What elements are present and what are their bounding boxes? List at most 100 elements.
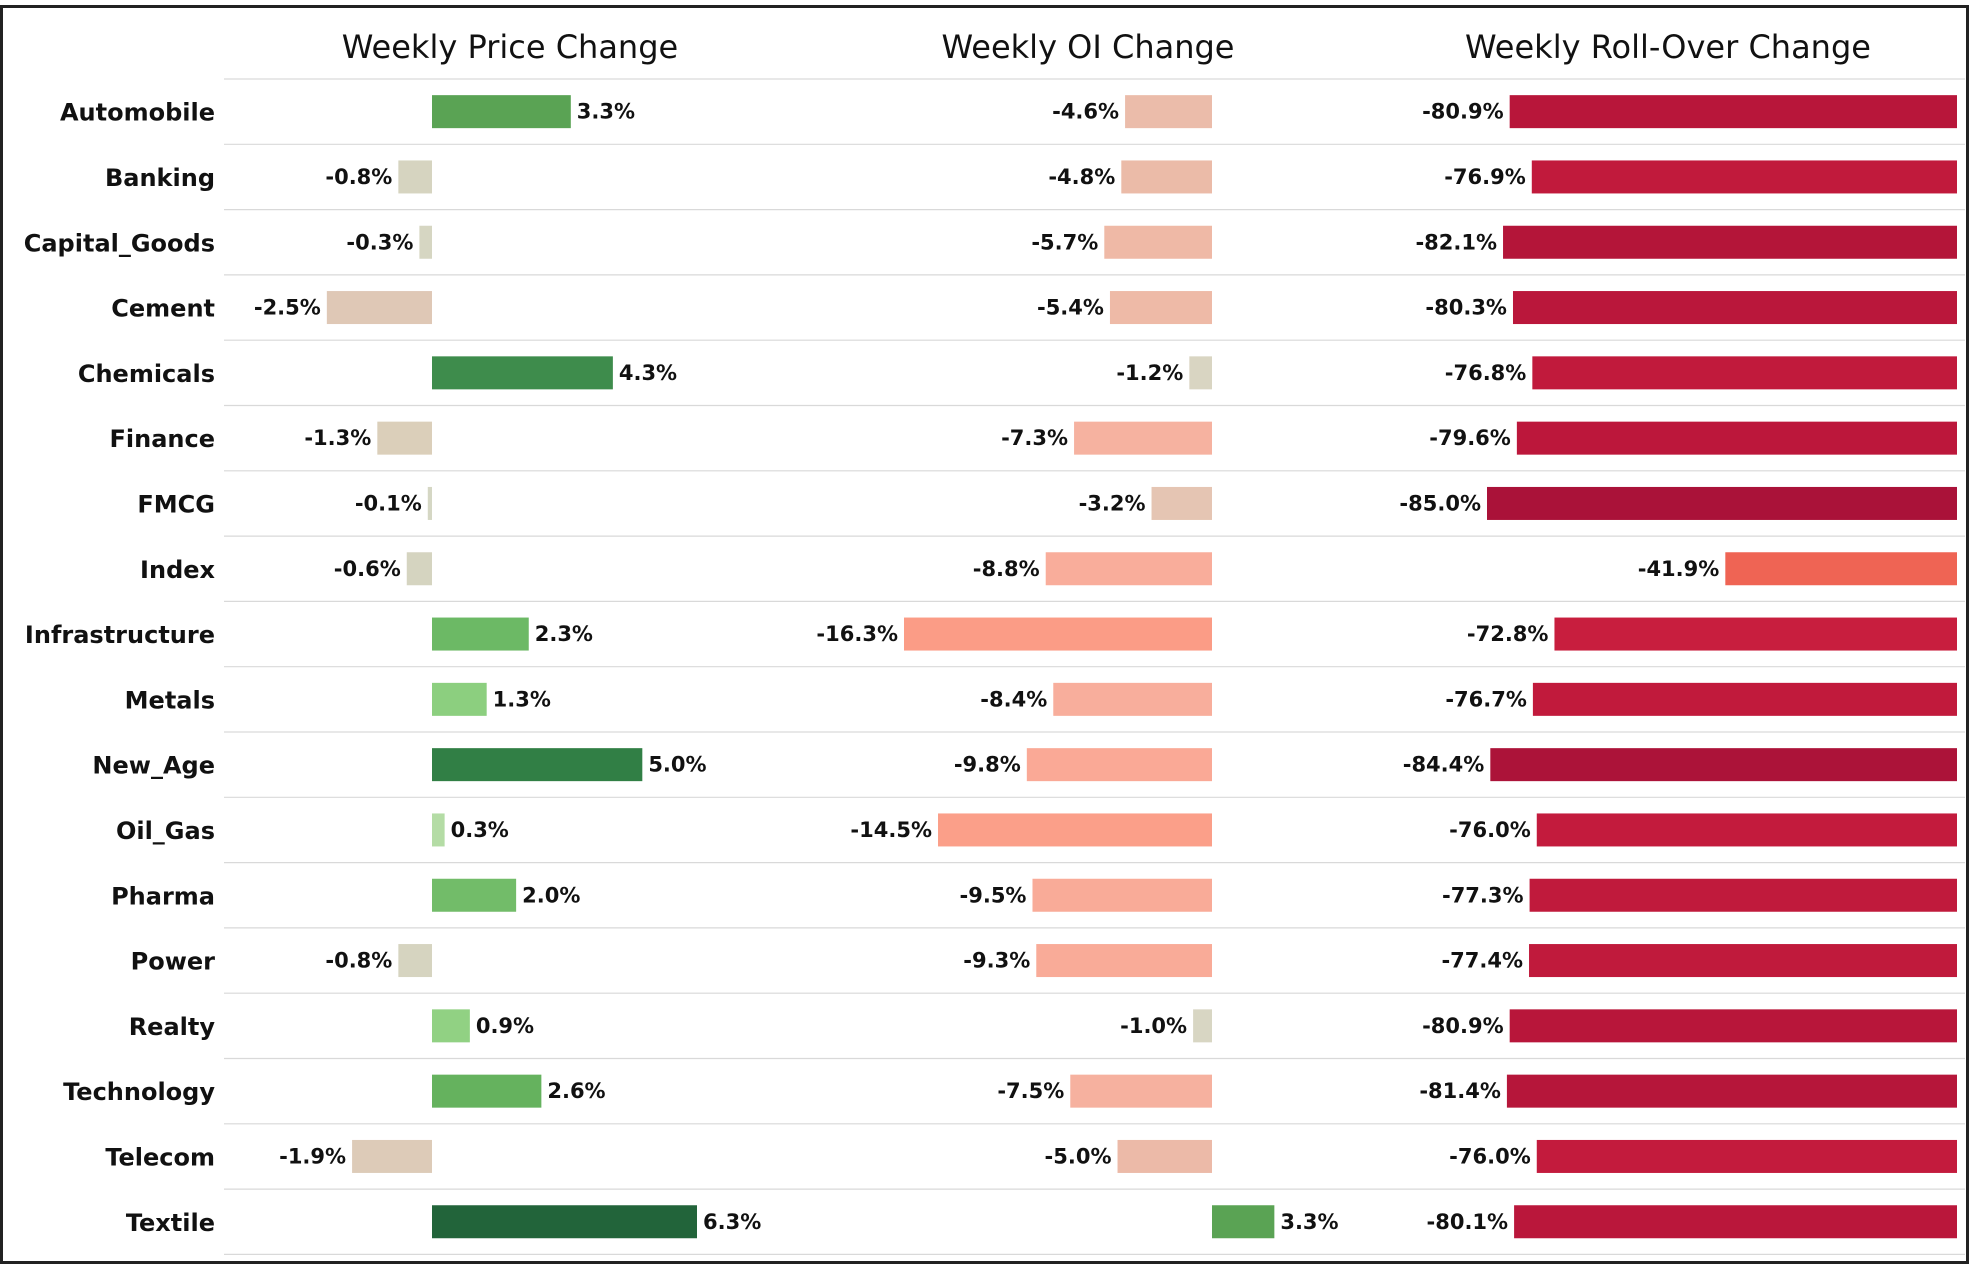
- value-label: -5.7%: [1031, 230, 1098, 254]
- category-label: Automobile: [60, 99, 215, 127]
- bar: [1532, 682, 1957, 716]
- value-label: -4.6%: [1052, 100, 1119, 124]
- value-label: -80.1%: [1427, 1210, 1509, 1234]
- bar: [1032, 878, 1212, 912]
- value-label: -0.3%: [346, 230, 413, 254]
- category-label: Banking: [105, 164, 215, 192]
- bar: [1516, 421, 1957, 455]
- bar: [377, 421, 432, 455]
- bar: [432, 748, 643, 782]
- bar: [1532, 356, 1957, 390]
- bar: [1045, 552, 1212, 586]
- bar: [432, 1009, 470, 1043]
- bar: [1151, 486, 1212, 520]
- bar: [398, 160, 432, 194]
- category-label: Metals: [125, 686, 215, 714]
- value-label: -76.0%: [1449, 1144, 1531, 1168]
- bar: [1529, 878, 1957, 912]
- bar: [1074, 421, 1212, 455]
- value-label: -79.6%: [1429, 426, 1511, 450]
- bar: [1725, 552, 1957, 586]
- value-label: 3.3%: [577, 100, 635, 124]
- bar: [419, 225, 432, 259]
- category-label: Capital_Goods: [24, 229, 215, 257]
- value-label: 0.9%: [476, 1014, 534, 1038]
- value-label: -5.4%: [1037, 296, 1104, 320]
- bar: [432, 682, 487, 716]
- bar: [1509, 95, 1957, 129]
- value-label: 2.0%: [522, 883, 580, 907]
- bar: [904, 617, 1212, 651]
- bar: [1125, 95, 1212, 129]
- value-label: -1.3%: [304, 426, 371, 450]
- bar: [1536, 813, 1957, 847]
- value-label: 3.3%: [1280, 1210, 1338, 1234]
- value-label: 5.0%: [648, 753, 706, 777]
- value-label: -2.5%: [254, 296, 321, 320]
- category-label: Index: [140, 556, 215, 584]
- bar: [326, 291, 432, 325]
- value-label: -84.4%: [1403, 753, 1485, 777]
- value-label: 2.3%: [535, 622, 593, 646]
- category-label: Technology: [63, 1078, 215, 1106]
- bar: [432, 1074, 542, 1108]
- bar: [1117, 1139, 1212, 1173]
- value-label: -8.4%: [980, 687, 1047, 711]
- value-label: -3.2%: [1079, 491, 1146, 515]
- category-label: Pharma: [111, 882, 215, 910]
- bar: [432, 813, 445, 847]
- bar: [1490, 748, 1957, 782]
- bar: [1509, 1009, 1957, 1043]
- value-label: 6.3%: [703, 1210, 761, 1234]
- bar: [1121, 160, 1212, 194]
- bar: [1036, 944, 1212, 978]
- value-label: -1.9%: [279, 1144, 346, 1168]
- bar: [1512, 291, 1957, 325]
- category-label: Realty: [129, 1013, 216, 1041]
- bar: [427, 486, 432, 520]
- value-label: -14.5%: [850, 818, 932, 842]
- value-label: -16.3%: [816, 622, 898, 646]
- bar: [1104, 225, 1212, 259]
- value-label: -1.2%: [1116, 361, 1183, 385]
- value-label: -4.8%: [1048, 165, 1115, 189]
- value-label: -9.8%: [954, 753, 1021, 777]
- bar: [1189, 356, 1212, 390]
- value-label: 1.3%: [493, 687, 551, 711]
- value-label: -72.8%: [1467, 622, 1549, 646]
- category-label: New_Age: [92, 752, 215, 780]
- panel-title: Weekly Price Change: [342, 28, 678, 66]
- bar: [1026, 748, 1212, 782]
- value-label: -0.1%: [355, 491, 422, 515]
- value-label: 4.3%: [619, 361, 677, 385]
- category-label: Power: [131, 948, 216, 976]
- value-label: -81.4%: [1419, 1079, 1501, 1103]
- bar: [1212, 1205, 1275, 1239]
- bar: [398, 944, 432, 978]
- value-label: -77.3%: [1442, 883, 1524, 907]
- category-label: Cement: [111, 295, 215, 323]
- value-label: -0.6%: [334, 557, 401, 581]
- panel-title: Weekly Roll-Over Change: [1465, 28, 1871, 66]
- value-label: -76.7%: [1445, 687, 1527, 711]
- bar: [432, 617, 529, 651]
- bar: [1487, 486, 1957, 520]
- category-label: Chemicals: [78, 360, 215, 388]
- category-label: Telecom: [105, 1143, 215, 1171]
- value-label: -7.5%: [997, 1079, 1064, 1103]
- bar: [1536, 1139, 1957, 1173]
- category-label: FMCG: [137, 490, 215, 518]
- value-label: -77.4%: [1441, 949, 1523, 973]
- bar: [1503, 225, 1957, 259]
- bar: [1514, 1205, 1957, 1239]
- bar: [1529, 944, 1957, 978]
- value-label: -9.3%: [963, 949, 1030, 973]
- bar: [432, 878, 517, 912]
- value-label: -82.1%: [1415, 230, 1497, 254]
- bar: [1109, 291, 1212, 325]
- bar: [938, 813, 1212, 847]
- value-label: 0.3%: [451, 818, 509, 842]
- bar: [432, 356, 613, 390]
- category-label: Infrastructure: [25, 621, 215, 649]
